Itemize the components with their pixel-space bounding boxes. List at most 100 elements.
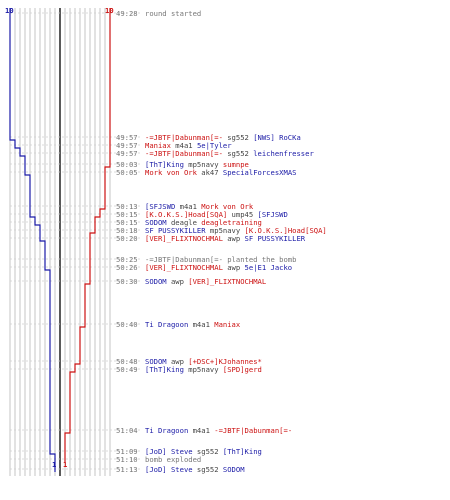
event-row: 51:04 Ti Dragoon m4a1 -=JBTF|Dabunman[=- — [116, 426, 292, 435]
event-message: SF PUSSYKILLER mp5navy [K.O.K.S.]Hoad[SQ… — [145, 226, 327, 235]
event-message: [SFJSWD m4a1 Mork von Ork — [145, 202, 254, 211]
event-row: 51:09 [JoD] Steve sg552 [ThT]King — [116, 447, 262, 456]
event-player: [VER]_FLIXTNOCHMAL — [145, 263, 223, 272]
event-player: SF PUSSYKILLER — [145, 226, 206, 235]
event-weapon: mp5navy — [206, 226, 245, 235]
event-message: SODOM deagle deagletraining — [145, 218, 262, 227]
event-message: Maniax m4a1 5e|Tyler — [145, 141, 232, 150]
event-message: [K.O.K.S.]Hoad[SQA] ump45 [SFJSWD — [145, 210, 288, 219]
event-message: -=JBTF|Dabunman[=- sg552 leichenfresser — [145, 149, 314, 158]
event-time: 50:03 — [116, 160, 138, 169]
event-player: -=JBTF|Dabunman[=- — [214, 426, 292, 435]
event-weapon: ump45 — [227, 210, 257, 219]
event-message: Mork von Ork ak47 SpecialForcesXMAS — [145, 168, 296, 177]
event-player: Maniax — [145, 141, 172, 150]
event-time: 50:30 — [116, 277, 138, 286]
event-player: Ti Dragoon — [145, 320, 188, 329]
event-message: round started — [145, 9, 201, 18]
team-a-end-count: 1 — [52, 460, 56, 469]
event-row: 50:26 [VER]_FLIXTNOCHMAL awp 5e|E1 Jacko — [116, 263, 292, 272]
event-weapon: m4a1 — [171, 141, 197, 150]
event-message: SODOM awp [VER]_FLIXTNOCHMAL — [145, 277, 266, 286]
event-player: [+DSC+]KJohannes* — [188, 357, 262, 366]
event-message: [ThT]King mp5navy sumnpe — [145, 160, 249, 169]
event-row: 50:49 [ThT]King mp5navy [SPD]gerd — [116, 365, 262, 374]
event-player: round started — [145, 9, 201, 18]
event-player: [VER]_FLIXTNOCHMAL — [188, 277, 266, 286]
event-weapon: sg552 — [193, 465, 223, 474]
event-player: 5e|Tyler — [197, 141, 232, 150]
event-row: 50:18 SF PUSSYKILLER mp5navy [K.O.K.S.]Ho… — [116, 226, 327, 235]
event-weapon: deagle — [167, 218, 202, 227]
event-message: [VER]_FLIXTNOCHMAL awp 5e|E1 Jacko — [145, 263, 292, 272]
event-player: deagletraining — [201, 218, 262, 227]
event-log: 49:28 round started 49:57 -=JBTF|Dabunman[=… — [116, 9, 327, 474]
event-weapon: mp5navy — [184, 365, 223, 374]
event-weapon: mp5navy — [184, 160, 223, 169]
team-b-end-count: 1 — [63, 460, 67, 469]
event-player: [VER]_FLIXTNOCHMAL — [145, 234, 223, 243]
event-player: [SFJSWD — [258, 210, 288, 219]
row-guides — [10, 12, 140, 470]
event-time: 50:49 — [116, 365, 138, 374]
event-row: 50:15 [K.O.K.S.]Hoad[SQA] ump45 [SFJSWD — [116, 210, 288, 219]
event-player: SpecialForcesXMAS — [223, 168, 297, 177]
event-player: [NWS] RoCKa — [253, 133, 301, 142]
event-time: 50:26 — [116, 263, 138, 272]
event-player: SF PUSSYKILLER — [245, 234, 306, 243]
event-message: SODOM awp [+DSC+]KJohannes* — [145, 357, 262, 366]
event-row: 49:57 Maniax m4a1 5e|Tyler — [116, 141, 232, 150]
event-message: [VER]_FLIXTNOCHMAL awp SF PUSSYKILLER — [145, 234, 306, 243]
event-player: [ThT]King — [145, 160, 184, 169]
team-a-start-count: 10 — [5, 6, 14, 15]
event-message: [ThT]King mp5navy [SPD]gerd — [145, 365, 262, 374]
event-player: [ThT]King — [145, 365, 184, 374]
event-message: [JoD] Steve sg552 [ThT]King — [145, 447, 262, 456]
event-time: 51:04 — [116, 426, 138, 435]
event-player: -=JBTF|Dabunman[=- — [145, 255, 223, 264]
event-player: planted the bomb — [223, 255, 297, 264]
event-player: Maniax — [214, 320, 241, 329]
event-weapon: sg552 — [193, 447, 223, 456]
event-weapon: awp — [223, 263, 245, 272]
event-row: 50:05 Mork von Ork ak47 SpecialForcesXMAS — [116, 168, 296, 177]
event-row: 50:40 Ti Dragoon m4a1 Maniax — [116, 320, 241, 329]
event-player: SODOM — [145, 218, 167, 227]
event-row: 50:30 SODOM awp [VER]_FLIXTNOCHMAL — [116, 277, 266, 286]
event-weapon: awp — [167, 277, 189, 286]
event-weapon: m4a1 — [188, 426, 214, 435]
event-row: 51:13 [JoD] Steve sg552 SODOM — [116, 465, 245, 474]
event-message: [JoD] Steve sg552 SODOM — [145, 465, 245, 474]
event-row: 50:03 [ThT]King mp5navy sumnpe — [116, 160, 249, 169]
event-row: 50:25 -=JBTF|Dabunman[=- planted the bomb — [116, 255, 296, 264]
event-player: sumnpe — [223, 160, 249, 169]
event-time: 51:10 — [116, 455, 138, 464]
event-time: 49:28 — [116, 9, 138, 18]
event-player: leichenfresser — [253, 149, 314, 158]
event-message: -=JBTF|Dabunman[=- planted the bomb — [145, 255, 296, 264]
event-time: 50:25 — [116, 255, 138, 264]
event-time: 51:09 — [116, 447, 138, 456]
event-player: [K.O.K.S.]Hoad[SQA] — [245, 226, 327, 235]
event-player: [JoD] Steve — [145, 465, 193, 474]
event-player: -=JBTF|Dabunman[=- — [145, 149, 223, 158]
event-row: 49:57 -=JBTF|Dabunman[=- sg552 leichenfre… — [116, 149, 314, 158]
event-row: 51:10 bomb exploded — [116, 455, 201, 464]
event-time: 50:13 — [116, 202, 138, 211]
event-row: 49:57 -=JBTF|Dabunman[=- sg552 [NWS] RoCK… — [116, 133, 301, 142]
event-player: SODOM — [145, 277, 167, 286]
event-player: SODOM — [223, 465, 245, 474]
event-time: 50:15 — [116, 218, 138, 227]
event-player: [SPD]gerd — [223, 365, 262, 374]
event-row: 50:48 SODOM awp [+DSC+]KJohannes* — [116, 357, 262, 366]
event-time: 50:05 — [116, 168, 138, 177]
event-time: 49:57 — [116, 133, 138, 142]
event-weapon: m4a1 — [188, 320, 214, 329]
team-b-start-count: 10 — [105, 6, 114, 15]
event-player: bomb exploded — [145, 455, 201, 464]
event-player: Mork von Ork — [201, 202, 254, 211]
event-player: [JoD] Steve — [145, 447, 193, 456]
event-row: 50:13 [SFJSWD m4a1 Mork von Ork — [116, 202, 254, 211]
event-row: 50:15 SODOM deagle deagletraining — [116, 218, 262, 227]
